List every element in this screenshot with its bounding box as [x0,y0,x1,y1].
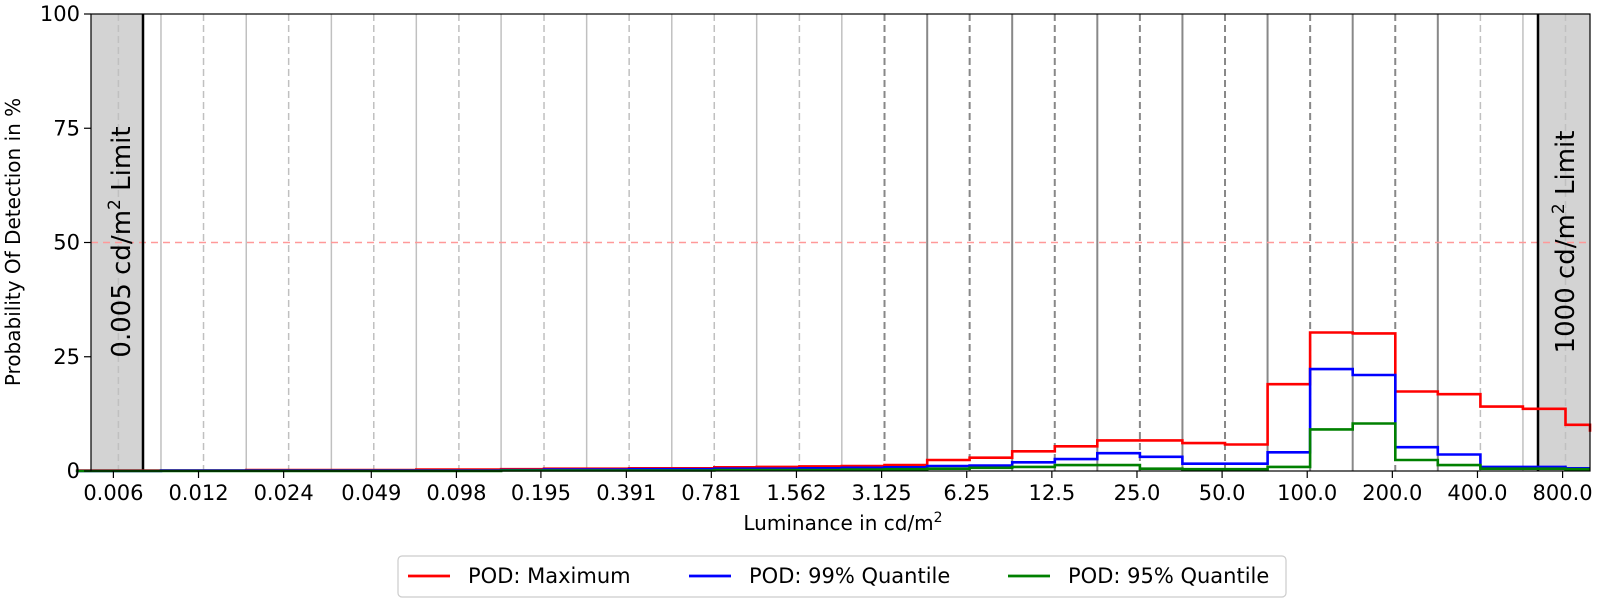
high-limit-label: 1000 cd/m2 Limit [1549,131,1581,354]
x-axis-label-sup: 2 [934,510,943,526]
x-tick-label: 0.006 [83,481,143,505]
series-line-1 [75,331,1592,472]
y-tick-label: 0 [67,459,80,483]
legend: POD: Maximum POD: 99% Quantile POD: 95% Qu… [397,555,1287,598]
x-tick-label: 25.0 [1114,481,1161,505]
x-tick-label: 0.024 [254,481,314,505]
x-axis-label: Luminance in cd/m2 [743,510,942,535]
x-tick-label: 400.0 [1447,481,1507,505]
x-tick-label: 0.098 [426,481,486,505]
low-limit-sup: 2 [105,199,125,210]
x-tick-label: 800.0 [1533,481,1593,505]
y-axis-ticks: 0 25 50 75 100 [40,2,91,483]
series-layer [75,331,1592,473]
x-tick-label: 100.0 [1277,481,1337,505]
legend-label: POD: 99% Quantile [749,564,950,588]
x-tick-label: 50.0 [1199,481,1246,505]
x-tick-label: 0.012 [168,481,228,505]
x-tick-label: 12.5 [1028,481,1075,505]
y-tick-label: 50 [53,231,80,255]
legend-box [397,555,1287,598]
x-axis-ticks: 0.006 0.012 0.024 0.049 0.098 0.195 0.391 0.781… [83,471,1593,505]
low-limit-label: 0.005 cd/m2 Limit [105,126,137,357]
x-tick-label: 0.195 [511,481,571,505]
x-tick-label: 0.049 [341,481,401,505]
x-tick-label: 0.391 [596,481,656,505]
y-tick-label: 100 [40,2,80,26]
x-tick-label: 0.781 [681,481,741,505]
high-limit-sup: 2 [1549,203,1569,214]
y-axis-label: Probability Of Detection in % [1,98,25,386]
y-tick-label: 25 [53,345,80,369]
x-tick-label: 1.562 [766,481,826,505]
series-line-2 [75,367,1590,473]
x-tick-label: 6.25 [943,481,990,505]
series-line-3 [75,422,1590,473]
y-tick-label: 75 [53,116,80,140]
legend-label: POD: Maximum [468,564,631,588]
x-tick-label: 200.0 [1362,481,1422,505]
legend-entries: POD: Maximum POD: 99% Quantile POD: 95% Qu… [408,564,1269,588]
legend-label: POD: 95% Quantile [1068,564,1269,588]
x-tick-label: 3.125 [852,481,912,505]
